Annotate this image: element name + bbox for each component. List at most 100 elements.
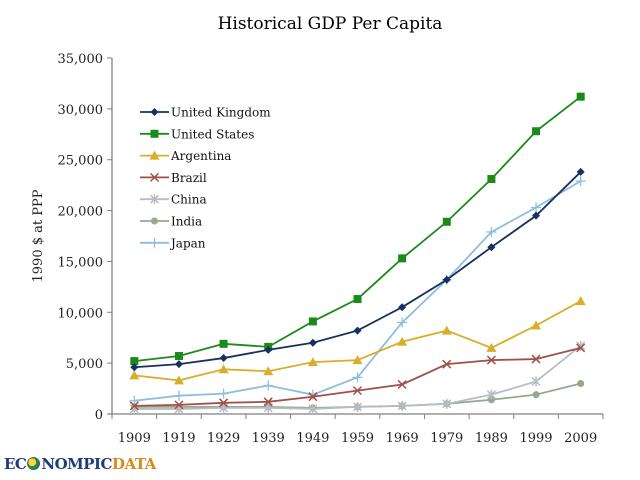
data-point-brazil	[352, 386, 363, 396]
x-tick-label: 2009	[564, 431, 597, 446]
data-point-india	[577, 379, 585, 387]
data-point-united-kingdom	[487, 243, 496, 252]
x-tick-label: 1949	[296, 431, 329, 446]
data-point-brazil	[219, 398, 229, 408]
legend-marker	[150, 129, 159, 138]
data-point-argentina	[129, 370, 140, 380]
y-tick-label: 35,000	[58, 52, 104, 67]
data-point-japan	[352, 372, 363, 383]
data-point-india	[487, 396, 495, 404]
data-point-united-states	[532, 127, 541, 136]
data-point-brazil	[531, 354, 541, 364]
x-tick-label: 1929	[207, 431, 240, 446]
data-point-brazil	[129, 401, 139, 411]
data-point-argentina	[397, 336, 408, 346]
series-group	[129, 92, 586, 414]
legend-item-brazil: Brazil	[140, 171, 207, 185]
legend-item-china: China	[140, 193, 207, 207]
economicdata-logo: EC NOMPICDATA	[4, 455, 156, 473]
data-point-china	[352, 401, 363, 412]
data-point-india	[532, 391, 540, 399]
marker-stroke	[219, 398, 229, 408]
series-japan	[129, 176, 586, 406]
series-united-states	[130, 92, 585, 366]
legend: United Kingdom United States Argentina Braz…	[140, 106, 271, 250]
y-tick-label: 30,000	[58, 103, 104, 118]
data-point-japan	[531, 202, 542, 213]
data-point-united-kingdom	[576, 167, 585, 176]
data-point-united-kingdom	[219, 354, 228, 363]
data-point-argentina	[531, 320, 542, 330]
data-point-argentina	[575, 296, 586, 306]
marker-stroke	[174, 400, 184, 410]
data-point-china	[308, 403, 318, 414]
series-united-kingdom	[130, 167, 585, 372]
legend-marker	[149, 237, 160, 248]
logo-text-2: NOMPIC	[41, 455, 112, 473]
data-point-japan	[307, 389, 318, 400]
legend-marker	[149, 150, 160, 160]
legend-item-united-states: United States	[140, 127, 254, 141]
marker-stroke	[149, 172, 160, 182]
data-point-brazil	[576, 343, 586, 353]
y-ticks: 0 5,000 10,000 15,000 20,000 25,000 30,000 35,0…	[58, 52, 112, 423]
data-point-brazil	[174, 400, 184, 410]
data-point-argentina	[173, 375, 184, 385]
logo-text-3: DATA	[112, 455, 156, 473]
series-brazil	[129, 343, 586, 411]
legend-marker	[149, 172, 160, 182]
data-point-china	[442, 398, 452, 409]
data-point-united-kingdom	[442, 275, 451, 284]
marker-stroke	[352, 386, 363, 396]
marker-stroke	[397, 379, 407, 390]
marker-stroke	[442, 359, 452, 369]
data-point-united-kingdom	[353, 326, 362, 335]
legend-marker	[150, 108, 159, 116]
data-point-united-states	[487, 175, 496, 184]
legend-label: United States	[171, 127, 254, 141]
marker-stroke	[486, 355, 496, 365]
legend-item-india: India	[140, 215, 202, 229]
data-point-united-kingdom	[532, 211, 541, 220]
legend-item-japan: Japan	[140, 236, 206, 250]
y-tick-label: 0	[95, 408, 103, 423]
data-point-china	[531, 376, 541, 387]
x-tick-label: 1909	[118, 431, 151, 446]
series-line-argentina	[134, 300, 582, 382]
logo-text-1: EC	[4, 455, 27, 473]
data-point-argentina	[486, 342, 497, 352]
x-tick-label: 1939	[252, 431, 285, 446]
y-tick-label: 25,000	[58, 154, 104, 169]
marker-stroke	[263, 397, 273, 407]
x-tick-label: 1959	[341, 431, 374, 446]
data-point-japan	[575, 176, 586, 187]
data-point-china	[486, 389, 496, 400]
data-point-japan	[263, 380, 274, 391]
legend-marker	[149, 194, 160, 205]
data-point-brazil	[397, 379, 407, 390]
data-point-united-states	[442, 217, 451, 226]
data-point-japan	[173, 390, 184, 401]
data-point-united-kingdom	[308, 338, 317, 347]
data-point-brazil	[442, 359, 452, 369]
axes	[108, 58, 603, 415]
legend-label: Argentina	[170, 149, 231, 163]
y-axis-label: 1990 $ at PPP	[31, 189, 46, 282]
data-point-japan	[397, 317, 408, 328]
data-point-united-states	[130, 357, 139, 366]
x-tick-label: 1969	[386, 431, 419, 446]
legend-item-united-kingdom: United Kingdom	[140, 106, 271, 120]
data-point-united-states	[174, 352, 183, 361]
legend-label: Japan	[169, 236, 206, 250]
x-tick-label: 1999	[519, 431, 552, 446]
data-point-united-states	[576, 92, 585, 101]
legend-label: China	[171, 193, 207, 207]
chart-title: Historical GDP Per Capita	[218, 14, 443, 34]
data-point-united-states	[219, 339, 228, 348]
legend-label: India	[171, 215, 202, 229]
x-tick-label: 1979	[430, 431, 463, 446]
data-point-united-kingdom	[264, 345, 273, 354]
marker-stroke	[129, 401, 139, 411]
data-point-united-states	[308, 317, 317, 326]
